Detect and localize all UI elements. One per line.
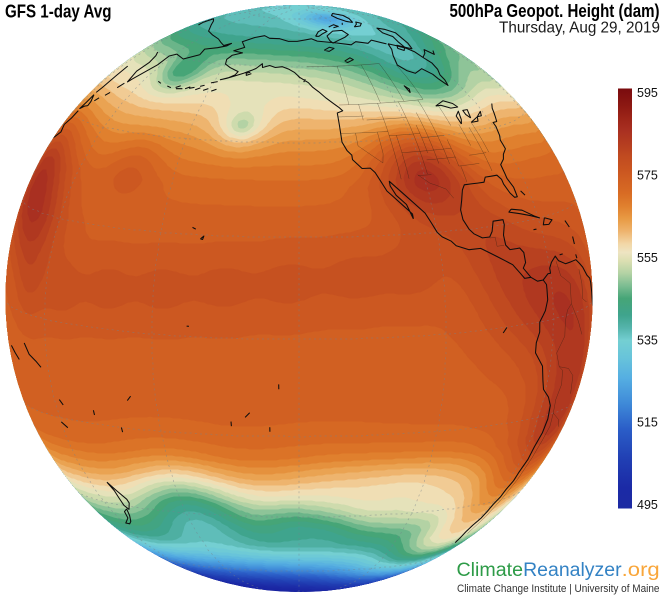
svg-text:Climate Change Institute | Uni: Climate Change Institute | University of… (457, 583, 660, 595)
svg-text:Climate: Climate (457, 560, 524, 581)
svg-text:495: 495 (637, 498, 658, 512)
svg-text:Thursday, Aug 29, 2019: Thursday, Aug 29, 2019 (499, 20, 660, 37)
svg-text:575: 575 (637, 169, 658, 183)
svg-text:555: 555 (637, 251, 658, 265)
svg-text:GFS 1-day Avg: GFS 1-day Avg (5, 0, 112, 21)
svg-text:515: 515 (637, 416, 658, 430)
svg-text:595: 595 (637, 86, 658, 100)
svg-text:Reanalyzer: Reanalyzer (523, 560, 622, 581)
svg-text:535: 535 (637, 333, 658, 347)
svg-text:.org: .org (622, 560, 660, 581)
svg-text:500hPa Geopot. Height (dam): 500hPa Geopot. Height (dam) (450, 0, 660, 21)
